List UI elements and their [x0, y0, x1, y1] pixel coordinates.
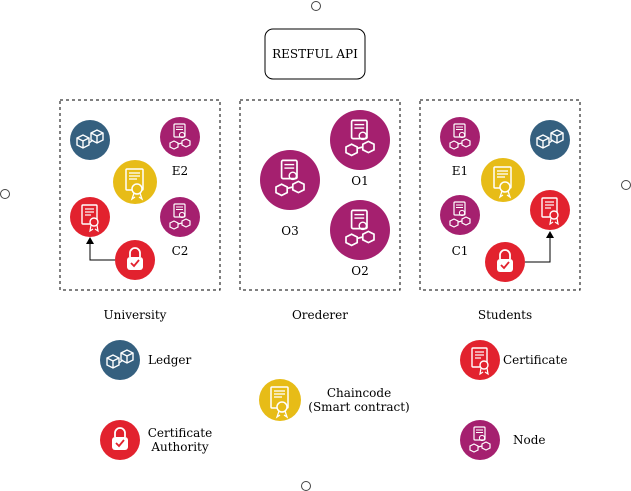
university-chaincode[interactable]: [113, 160, 157, 204]
node-c1[interactable]: [440, 195, 480, 235]
legend-ledger: Ledger: [100, 340, 192, 380]
legend-node-label: Node: [513, 433, 546, 447]
node-o3[interactable]: [260, 150, 320, 210]
node-e1[interactable]: [440, 117, 480, 157]
node-e2-label: E2: [172, 164, 188, 178]
orderer-label: Orederer: [292, 308, 348, 322]
university-certificate[interactable]: [70, 197, 110, 237]
university-label: University: [104, 308, 167, 322]
node-o1-label: O1: [351, 174, 368, 188]
ca-to-certificate-arrow: [525, 237, 551, 263]
node-o2-label: O2: [351, 264, 368, 278]
legend-chaincode: Chaincode (Smart contract): [259, 379, 410, 421]
node-c2[interactable]: [160, 197, 200, 237]
legend-certificate: Certificate: [460, 340, 567, 380]
node-e2[interactable]: [160, 117, 200, 157]
connection-handle-right[interactable]: [621, 180, 631, 190]
node-c1-label: C1: [452, 244, 469, 258]
university-ca[interactable]: [115, 240, 155, 280]
students-certificate[interactable]: [530, 190, 570, 230]
connection-handle-left[interactable]: [0, 189, 10, 199]
legend-node: Node: [460, 420, 546, 460]
connection-handle-top[interactable]: [311, 1, 321, 11]
orderer-group[interactable]: [239, 99, 401, 291]
node-e1-label: E1: [452, 164, 468, 178]
node-c2-label: C2: [172, 244, 189, 258]
legend-ledger-label: Ledger: [148, 353, 192, 367]
students-ledger[interactable]: [530, 120, 570, 160]
university-ledger[interactable]: [70, 120, 110, 160]
legend-certificate-label: Certificate: [503, 353, 567, 367]
node-o2[interactable]: [330, 200, 390, 260]
node-o1[interactable]: [330, 110, 390, 170]
restful-api-label: RESTFUL API: [272, 47, 358, 61]
legend: Ledger Certificate Chaincode (Smart cont…: [100, 340, 567, 460]
legend-ca-line2: Authority: [150, 440, 209, 454]
students-ca[interactable]: [485, 242, 525, 282]
students-label: Students: [478, 308, 532, 322]
arrowhead: [546, 231, 554, 238]
university-group[interactable]: [59, 99, 221, 291]
node-o3-label: O3: [281, 224, 298, 238]
ca-to-certificate-arrow: [89, 243, 115, 261]
legend-ca-line1: Certificate: [148, 426, 212, 440]
students-chaincode[interactable]: [481, 158, 525, 202]
connection-handle-bottom[interactable]: [301, 481, 311, 491]
legend-ca: Certificate Authority: [100, 420, 212, 460]
restful-api-box[interactable]: RESTFUL API: [264, 28, 366, 80]
students-group[interactable]: [419, 99, 581, 291]
legend-chaincode-line1: Chaincode: [327, 386, 391, 400]
arrowhead: [86, 237, 94, 244]
legend-chaincode-line2: (Smart contract): [308, 400, 409, 414]
